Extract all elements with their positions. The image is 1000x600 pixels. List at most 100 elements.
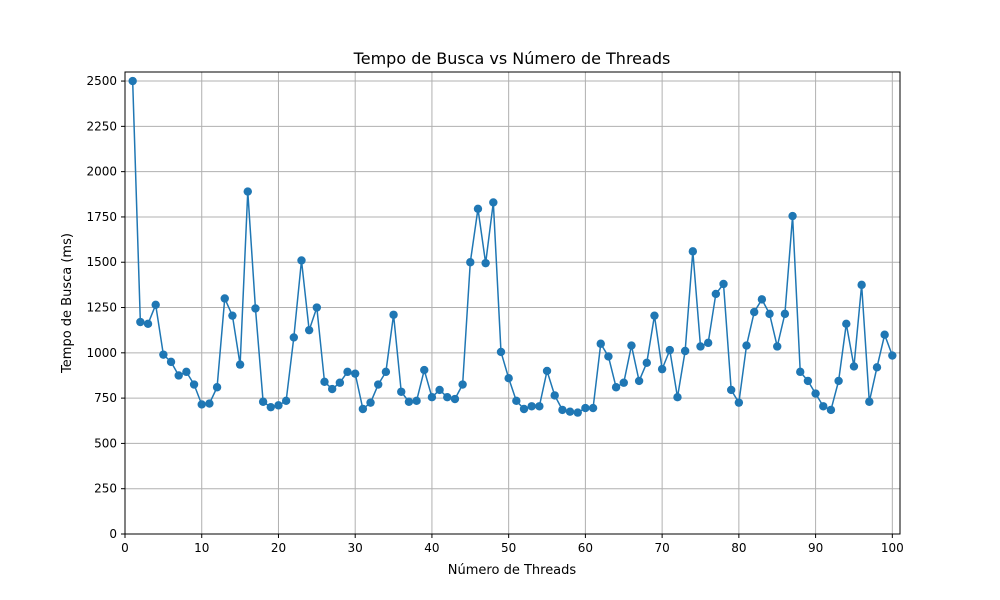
- data-point: [872, 363, 882, 372]
- x-tick-label: 20: [271, 541, 286, 555]
- data-point: [711, 289, 721, 299]
- data-point: [481, 258, 490, 268]
- x-tick-label: 30: [348, 541, 363, 555]
- data-point: [374, 380, 383, 389]
- data-point: [351, 369, 360, 378]
- data-point: [128, 76, 137, 86]
- data-point: [819, 402, 828, 411]
- data-point: [604, 352, 613, 361]
- data-point: [696, 342, 705, 351]
- x-tick-label: 40: [424, 541, 439, 555]
- data-point: [665, 345, 674, 355]
- data-point: [205, 399, 214, 408]
- data-point: [788, 211, 797, 221]
- data-point: [312, 303, 322, 312]
- data-point: [688, 247, 698, 256]
- data-point: [412, 396, 421, 406]
- y-tick-label: 1500: [86, 255, 117, 269]
- y-tick-label: 500: [94, 436, 117, 450]
- x-tick-label: 0: [121, 541, 129, 555]
- data-point: [174, 371, 183, 380]
- data-point: [274, 401, 283, 410]
- data-point: [703, 338, 713, 348]
- data-point: [680, 346, 690, 356]
- data-point: [611, 383, 621, 392]
- data-point: [650, 311, 659, 320]
- data-point: [842, 319, 851, 329]
- data-point: [327, 384, 337, 394]
- data-point: [297, 256, 306, 265]
- data-point: [366, 398, 375, 407]
- chart-title: Tempo de Busca vs Número de Threads: [353, 49, 671, 68]
- data-point: [849, 362, 859, 371]
- data-point: [719, 279, 728, 289]
- data-point: [166, 357, 176, 367]
- x-tick-label: 80: [731, 541, 746, 555]
- data-point: [619, 378, 628, 387]
- data-point: [281, 396, 291, 406]
- data-point: [581, 403, 590, 413]
- data-point: [642, 358, 651, 367]
- data-point: [136, 317, 145, 327]
- data-point: [550, 391, 559, 400]
- data-point: [496, 347, 506, 357]
- data-point: [443, 393, 452, 402]
- data-point: [489, 198, 498, 207]
- data-point: [780, 309, 790, 319]
- data-point: [304, 325, 314, 335]
- data-point: [427, 393, 437, 402]
- data-point: [542, 366, 552, 376]
- y-tick-label: 1000: [86, 346, 117, 360]
- data-point: [826, 405, 836, 415]
- data-point: [512, 396, 521, 406]
- data-point: [773, 342, 782, 351]
- y-tick-label: 2000: [86, 165, 117, 179]
- x-tick-label: 10: [194, 541, 209, 555]
- plot-area-frame: [124, 71, 901, 535]
- data-point: [880, 330, 889, 339]
- data-point: [458, 380, 467, 389]
- x-tick-label: 100: [881, 541, 904, 555]
- data-point: [435, 385, 444, 395]
- data-point: [750, 307, 759, 317]
- data-point: [143, 319, 153, 329]
- data-point: [588, 403, 598, 413]
- x-tick-label: 60: [578, 541, 593, 555]
- x-tick-label: 70: [654, 541, 669, 555]
- series-line: [131, 81, 894, 414]
- y-axis: 0 250 500 750 1000 1250 1500 1750 2000 2250 2500: [86, 74, 125, 541]
- data-point: [726, 385, 736, 395]
- data-point: [527, 402, 536, 411]
- data-point: [343, 367, 352, 377]
- data-point: [765, 309, 774, 319]
- x-tick-label: 90: [808, 541, 823, 555]
- data-point: [734, 398, 744, 407]
- data-point: [197, 400, 206, 409]
- x-axis-label: Número de Threads: [448, 563, 577, 578]
- data-point: [673, 393, 682, 402]
- data-point: [404, 397, 414, 406]
- x-axis: 0 10 20 30 40 50 60 70 80 90 100: [121, 534, 904, 555]
- data-point: [212, 383, 222, 392]
- data-point: [596, 339, 605, 348]
- x-tick-label: 50: [501, 541, 516, 555]
- data-point: [888, 351, 897, 360]
- data-point: [266, 402, 275, 412]
- data-point: [803, 376, 813, 386]
- y-tick-label: 2250: [86, 119, 117, 133]
- data-point: [397, 387, 406, 396]
- data-point: [757, 295, 767, 304]
- data-point: [189, 380, 199, 389]
- data-point: [450, 394, 460, 404]
- data-point: [857, 280, 866, 290]
- y-tick-label: 1750: [86, 210, 117, 224]
- data-point: [558, 405, 567, 415]
- data-point: [627, 341, 636, 350]
- data-point: [151, 300, 160, 310]
- data-point: [220, 294, 229, 303]
- y-tick-label: 2500: [86, 74, 117, 88]
- data-point: [573, 408, 582, 417]
- y-tick-label: 750: [94, 391, 117, 405]
